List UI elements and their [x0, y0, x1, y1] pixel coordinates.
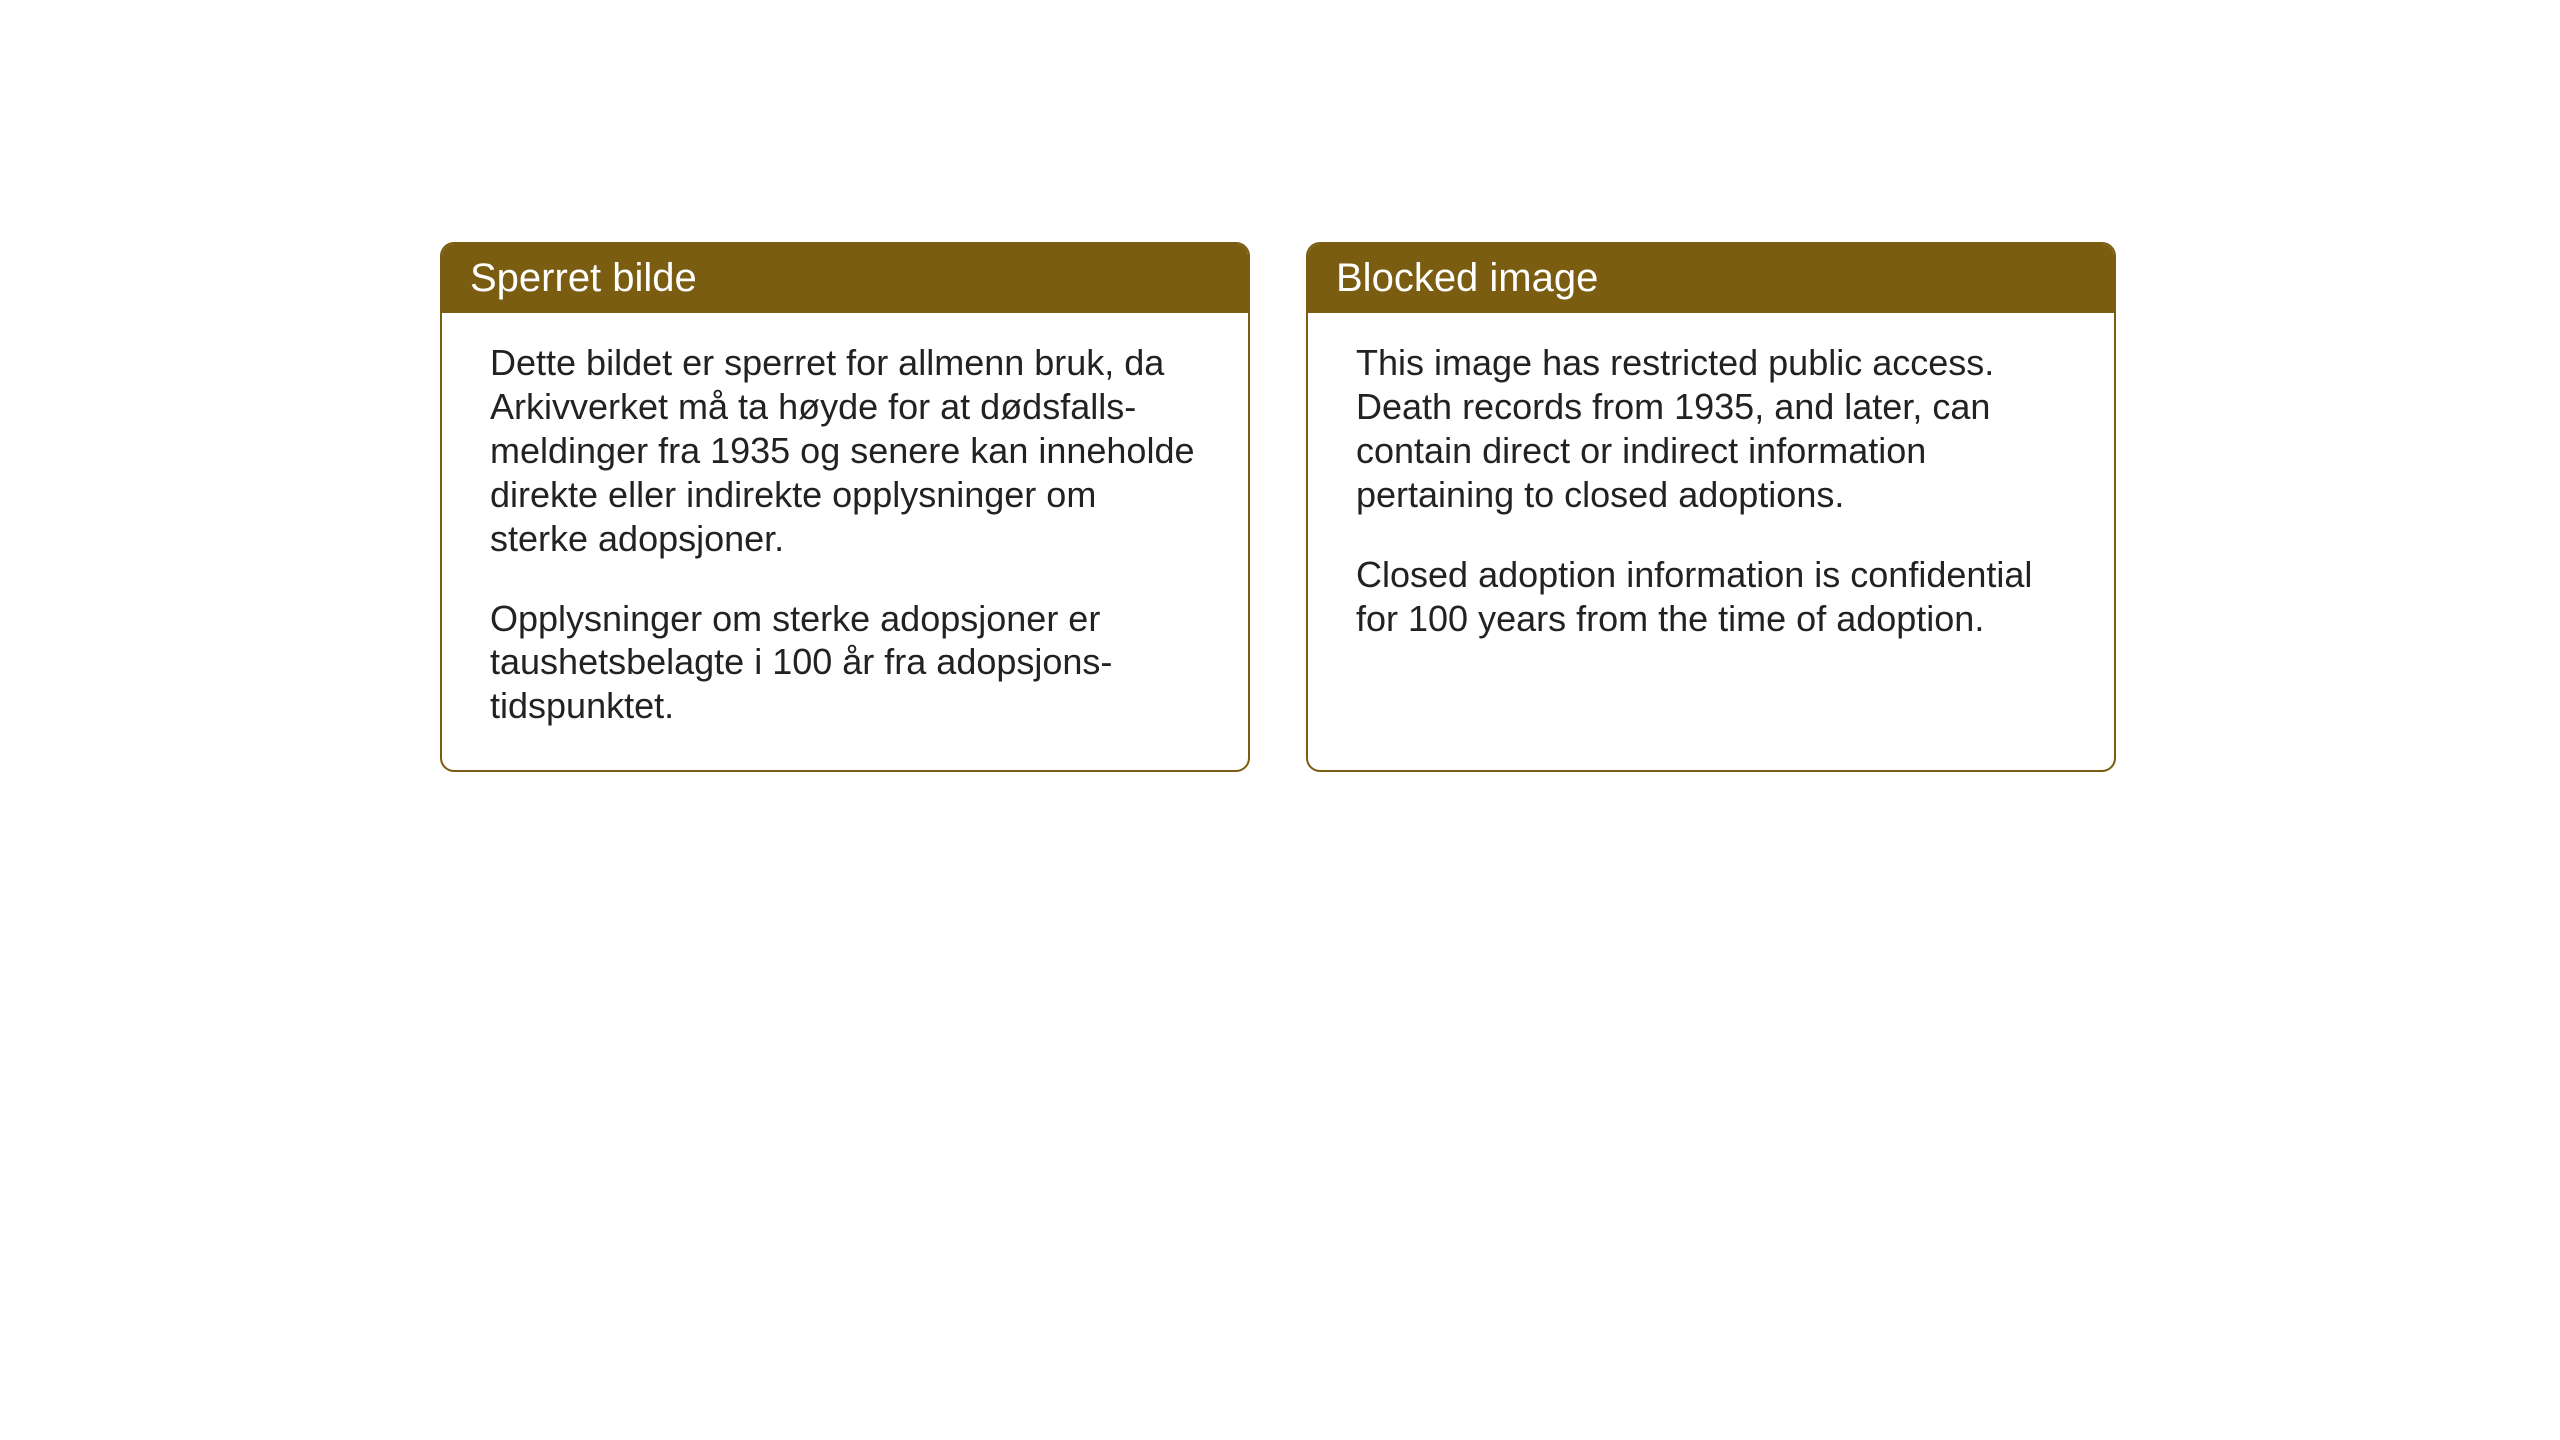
english-paragraph-2: Closed adoption information is confident… [1356, 553, 2066, 641]
norwegian-paragraph-2: Opplysninger om sterke adopsjoner er tau… [490, 597, 1200, 729]
notice-container: Sperret bilde Dette bildet er sperret fo… [440, 242, 2116, 772]
norwegian-paragraph-1: Dette bildet er sperret for allmenn bruk… [490, 341, 1200, 561]
norwegian-card-body: Dette bildet er sperret for allmenn bruk… [442, 313, 1248, 770]
norwegian-card-title: Sperret bilde [442, 244, 1248, 313]
english-card-body: This image has restricted public access.… [1308, 313, 2114, 682]
english-card: Blocked image This image has restricted … [1306, 242, 2116, 772]
english-card-title: Blocked image [1308, 244, 2114, 313]
norwegian-card: Sperret bilde Dette bildet er sperret fo… [440, 242, 1250, 772]
english-paragraph-1: This image has restricted public access.… [1356, 341, 2066, 517]
